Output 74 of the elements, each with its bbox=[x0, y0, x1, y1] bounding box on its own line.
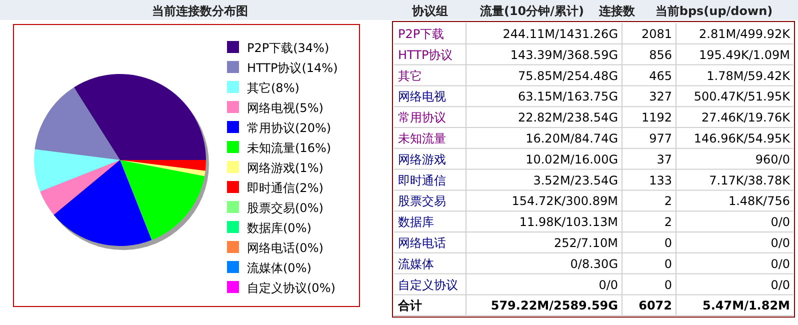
text: 11.98K/103.13M bbox=[519, 215, 618, 230]
text: 579.22M/2589.59G bbox=[490, 298, 618, 313]
text: 2 bbox=[664, 215, 672, 230]
text: 143.39M/368.59G bbox=[510, 48, 618, 62]
text: 1.78M/59.42K bbox=[706, 68, 792, 83]
legend-label: 未知流量(16%) bbox=[247, 141, 332, 155]
text: 75.85M/254.48G bbox=[518, 68, 618, 83]
text: 1.48K/756 bbox=[728, 194, 790, 208]
legend-label: 流媒体(0%) bbox=[247, 261, 312, 275]
legend-label: 网络游戏(1%) bbox=[247, 161, 324, 175]
text: 合计 bbox=[397, 298, 422, 313]
legend-label: P2P下载(34%) bbox=[247, 41, 330, 55]
text: 63.15M/163.75G bbox=[518, 90, 618, 104]
text: 0 bbox=[664, 278, 672, 292]
text: 股票交易 bbox=[398, 194, 446, 208]
text: 2 bbox=[664, 194, 672, 208]
text: 6072 bbox=[638, 298, 672, 313]
text: 10.02M/16.00G bbox=[526, 152, 618, 166]
text: 195.49K/1.09M bbox=[699, 48, 790, 62]
legend-label: 自定义协议(0%) bbox=[247, 281, 336, 295]
text: 0/0 bbox=[770, 236, 790, 250]
text: 244.11M/1431.26G bbox=[502, 27, 618, 41]
text: 960/0 bbox=[755, 152, 790, 166]
text: 0 bbox=[664, 236, 672, 250]
text: 0/0 bbox=[770, 278, 790, 292]
text: 网络电视 bbox=[398, 90, 446, 104]
category-label: 协议组 bbox=[411, 4, 448, 18]
text: 其它 bbox=[398, 68, 422, 83]
text: 2081 bbox=[641, 27, 672, 41]
text: 5.47M/1.82M bbox=[702, 298, 790, 313]
legend-label: HTTP协议(14%) bbox=[247, 61, 338, 75]
legend-label: 常用协议(20%) bbox=[247, 121, 332, 135]
text: 154.72K/300.89M bbox=[512, 194, 618, 208]
text: 500.47K/51.95K bbox=[694, 90, 792, 104]
text: HTTP协议 bbox=[398, 48, 453, 62]
text: 网络游戏 bbox=[398, 152, 446, 166]
text: 465 bbox=[649, 68, 672, 83]
text: 2.81M/499.92K bbox=[699, 27, 792, 41]
text: 252/7.10M bbox=[554, 236, 618, 250]
text: 327 bbox=[649, 90, 672, 104]
text: 未知流量 bbox=[398, 132, 446, 146]
text: 常用协议 bbox=[398, 110, 446, 125]
legend-label: 网络电话(0%) bbox=[247, 241, 324, 255]
legend-label: 网络电视(5%) bbox=[247, 101, 324, 115]
category-label: 连接数 bbox=[598, 4, 636, 18]
legend-label: 数据库(0%) bbox=[247, 221, 312, 235]
text: 流媒体 bbox=[398, 256, 434, 271]
chart-title: 当前连接数分布图 bbox=[152, 4, 248, 18]
legend-label: 其它(8%) bbox=[247, 81, 300, 95]
text: 7.17K/38.78K bbox=[709, 173, 792, 188]
legend-label: 即时通信(2%) bbox=[247, 181, 324, 195]
legend-label: 股票交易(0%) bbox=[247, 201, 324, 215]
text: 网络电话 bbox=[398, 236, 446, 250]
text: 0/0 bbox=[598, 278, 618, 292]
text: 0/0 bbox=[770, 215, 790, 230]
text: 0/0 bbox=[770, 256, 790, 271]
text: 37 bbox=[656, 152, 672, 166]
text: 27.46K/19.76K bbox=[702, 110, 792, 125]
text: 133 bbox=[649, 173, 672, 188]
text: 16.20M/84.74G bbox=[526, 132, 618, 146]
text: 856 bbox=[649, 48, 672, 62]
text: 1192 bbox=[641, 110, 672, 125]
text: 0 bbox=[664, 256, 672, 271]
text: 自定义协议 bbox=[398, 278, 458, 292]
text: 即时通信 bbox=[398, 173, 446, 188]
text: 977 bbox=[649, 132, 672, 146]
text: P2P下载 bbox=[398, 27, 444, 41]
text: 数据库 bbox=[398, 215, 434, 230]
category-label: 流量(10分钟/累计) bbox=[478, 4, 584, 18]
text: 146.96K/54.95K bbox=[694, 132, 792, 146]
text: 22.82M/238.54G bbox=[518, 110, 618, 125]
text: 3.52M/23.54G bbox=[533, 173, 618, 188]
text: 0/8.30G bbox=[570, 256, 618, 271]
category-label: 当前bps(up/down) bbox=[655, 4, 773, 18]
